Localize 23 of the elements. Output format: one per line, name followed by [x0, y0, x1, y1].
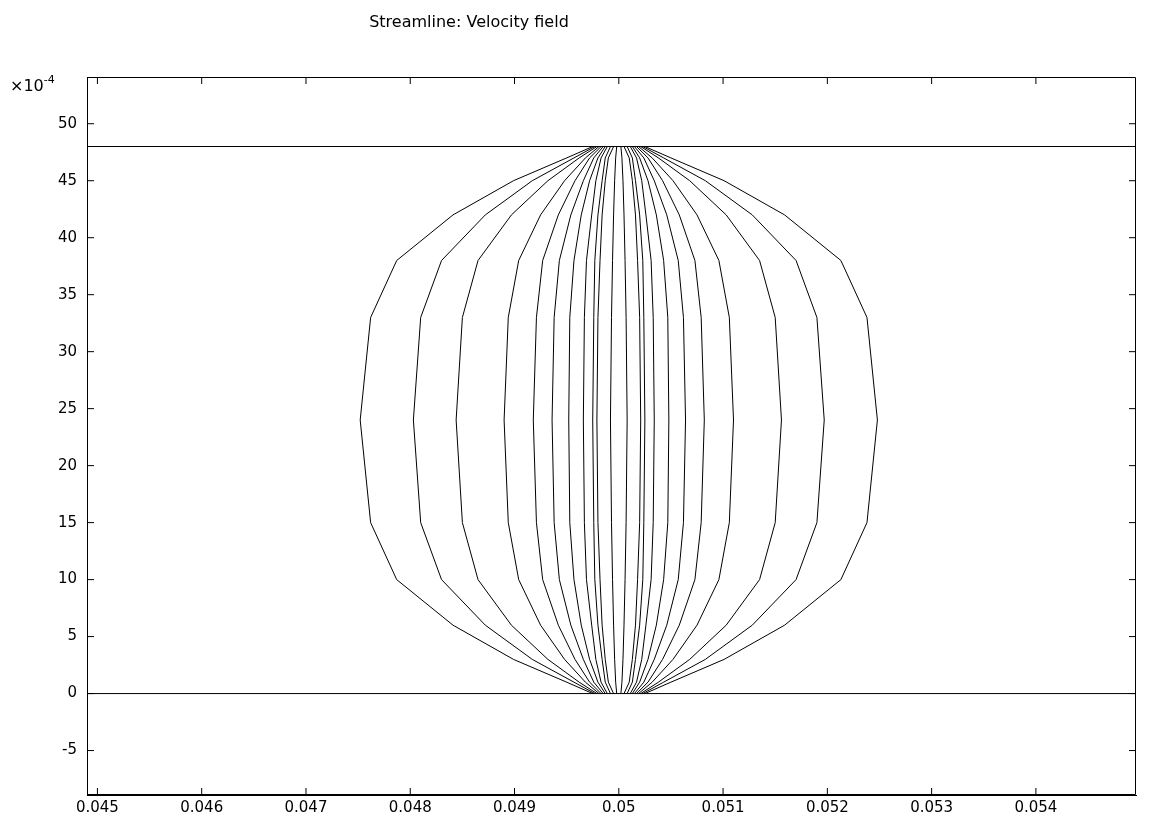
- x-tick-label: 0.046: [180, 797, 224, 816]
- x-tick-label: 0.045: [75, 797, 119, 816]
- x-tick-label: 0.047: [284, 797, 328, 816]
- y-tick-label: 40: [57, 227, 77, 246]
- chart-title: Streamline: Velocity field: [369, 12, 569, 31]
- x-tick-label: 0.051: [701, 797, 745, 816]
- y-tick-label: 25: [57, 398, 77, 417]
- x-tick-label: 0.053: [910, 797, 954, 816]
- y-tick-label: -5: [62, 740, 77, 759]
- y-tick-label: 45: [57, 170, 77, 189]
- x-tick-label: 0.054: [1014, 797, 1058, 816]
- x-tick-label: 0.049: [493, 797, 536, 816]
- y-tick-label: 35: [57, 284, 77, 303]
- y-tick-label: 15: [57, 512, 77, 531]
- x-tick-label: 0.052: [805, 797, 849, 816]
- y-tick-label: 20: [57, 455, 77, 474]
- y-tick-label: 30: [57, 341, 77, 360]
- x-tick-label: 0.048: [388, 797, 432, 816]
- y-tick-label: 5: [67, 626, 77, 645]
- x-tick-label: 0.05: [602, 797, 636, 816]
- y-tick-label: 50: [57, 113, 77, 132]
- y-tick-label: 0: [67, 683, 77, 702]
- y-tick-label: 10: [57, 569, 77, 588]
